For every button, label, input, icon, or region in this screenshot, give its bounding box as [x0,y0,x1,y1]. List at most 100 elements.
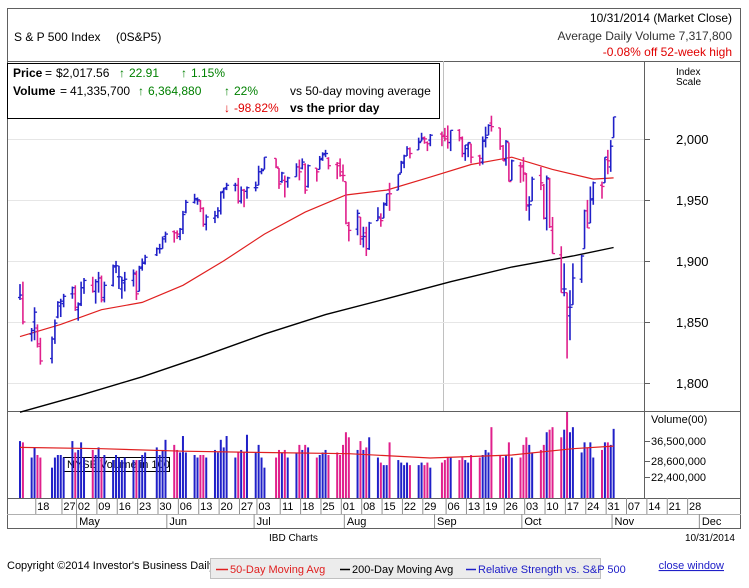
price-bar [55,301,61,319]
price-bar [521,157,526,182]
volume-bar [563,429,566,498]
volume-bar [548,429,551,498]
price-bar [355,209,361,236]
volume-bar [458,460,461,498]
price-bar [183,199,189,214]
volume-bar [222,447,225,498]
close-window-link[interactable]: close window [659,560,724,572]
price-bar [341,164,346,182]
date-axis-label: 27 [241,501,253,513]
price-bar [20,281,26,325]
volume-bar [164,439,167,498]
price-bar [480,136,486,165]
price-bar [279,171,285,183]
date-axis-label: 15 [383,501,395,513]
volume-bar [365,447,368,498]
price-bar [419,132,425,142]
volume-bar [417,465,420,498]
price-bar [399,160,404,174]
date-axis-label: 18 [37,501,49,513]
price-bar [524,173,529,211]
volume-bar [219,439,222,498]
volume-bar [100,457,103,498]
price-bar [259,168,265,175]
price-bar [384,193,390,206]
date-axis: 18 27 02 09 16 23 30 06 13 20 27 03 11 18 25 01 08 15 22 29… [35,498,722,528]
price-bar [18,284,23,300]
price-bar [469,143,474,164]
volume-bar [275,457,278,498]
volume-bar [504,455,507,498]
price-gridlines [8,139,650,384]
price-bar [285,176,291,188]
volume-bar [30,457,33,498]
volume-bar [586,447,589,498]
volume-bar [382,465,385,498]
volume-bar [379,462,382,498]
date-axis-label: 08 [363,501,375,513]
volume-ma50-line [19,445,614,459]
price-bar [611,116,617,139]
price-bar [562,263,567,297]
volume-bar [568,432,571,498]
price-bar [422,136,427,144]
volume-bar [490,427,493,498]
volume-bar [123,457,126,498]
date-axis-label: 29 [424,501,436,513]
volume-bar [542,444,545,498]
price-bar [116,265,122,289]
price-bar [448,129,454,152]
volume-bar [426,462,429,498]
price-bar [501,144,506,162]
price-bar [585,199,590,229]
volume-bar [260,457,263,498]
price-bar [253,181,259,192]
price-bar [102,281,107,303]
legend-ma50: 50-Day Moving Avg [230,564,325,576]
volume-bar [362,449,365,498]
volume-bar [216,452,219,498]
volume-bar [344,432,347,498]
volume-bar [257,444,260,498]
price-bar [387,182,393,211]
volume-bar [245,434,248,498]
price-bar [381,202,387,219]
price-bar [218,191,224,215]
price-bar [588,186,593,224]
date-axis-label: 24 [587,501,599,513]
volume-bars [19,412,615,498]
price-bar [61,293,67,308]
volume-bar [487,452,490,498]
price-change: 22.91 [129,66,159,80]
volume-bar [36,455,39,498]
volume-bar [368,437,371,498]
price-bar [416,137,422,151]
date-axis-label: 30 [159,501,171,513]
date-axis-label: 07 [628,501,640,513]
volume-bar [237,452,240,498]
price-bar [608,140,614,172]
volume-value: 41,335,700 [70,84,130,98]
price-bar [58,298,64,318]
date-axis-label: 06 [180,501,192,513]
off-high-line: -0.08% off 52-week high [603,45,732,59]
price-bar [567,290,573,341]
price-bar [346,221,352,242]
volume-bar [243,452,246,498]
volume-bar [601,449,603,498]
volume-bar [80,442,83,498]
volume-bar [39,457,42,498]
date-axis-label: 31 [608,501,620,513]
price-bar [114,260,119,274]
volume-bar [115,455,118,498]
price-bar [457,129,462,142]
price-tick-label: 1,800 [676,376,709,391]
date-axis-label: 13 [468,501,480,513]
price-value: $2,017.56 [56,66,110,80]
volume-bar [507,442,510,498]
volume-tick-labels: 36,500,000 28,600,000 22,400,000 [644,436,706,484]
up-arrow-icon: ↑ [119,66,125,80]
month-axis-label: Aug [347,516,367,528]
price-bar [486,124,492,136]
volume-bar [120,460,123,498]
